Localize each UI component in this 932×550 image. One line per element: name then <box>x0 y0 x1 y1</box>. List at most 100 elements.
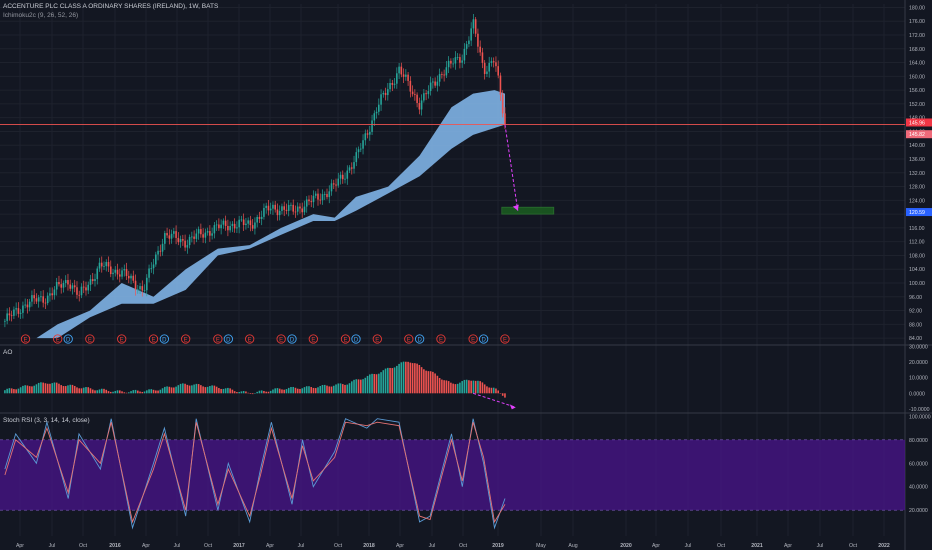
target-zone <box>501 206 555 215</box>
time-tick-label: May <box>536 543 546 549</box>
ao-bar <box>139 391 141 394</box>
dividend-marker-label: D <box>290 337 295 343</box>
ao-bar <box>405 361 407 394</box>
candle-body <box>366 133 369 135</box>
price-tick-label: 104.00 <box>909 267 925 273</box>
candle-body <box>240 219 243 221</box>
ao-bar <box>269 390 272 394</box>
ao-bar <box>459 382 461 394</box>
candle-body <box>409 80 412 92</box>
ao-bar <box>359 379 362 394</box>
ao-bar <box>19 387 22 394</box>
ao-bar <box>127 392 130 394</box>
ao-bar <box>387 367 389 394</box>
candle-body <box>285 209 288 211</box>
candle-body <box>256 217 258 223</box>
time-tick-label: Aug <box>568 543 577 549</box>
ao-bar <box>73 385 76 394</box>
candle-body <box>319 199 322 201</box>
ao-bar <box>425 370 427 394</box>
candle-body <box>251 225 254 229</box>
ao-bar <box>80 388 83 394</box>
ao-histogram <box>4 361 516 410</box>
ao-bar <box>229 388 231 394</box>
ao-bar <box>213 385 216 394</box>
ao-bar <box>465 379 468 394</box>
price-tick-label: 180.00 <box>909 5 925 11</box>
candle-body <box>211 233 213 236</box>
time-tick-label: 2020 <box>620 543 632 549</box>
time-tick-label: Apr <box>16 543 24 549</box>
earnings-marker-label: E <box>407 337 411 343</box>
price-tick-label: 156.00 <box>909 88 925 94</box>
earnings-marker <box>468 334 478 344</box>
earnings-marker-label: E <box>152 337 156 343</box>
candle-body <box>49 293 51 296</box>
ao-bar <box>454 384 457 394</box>
ao-bar <box>161 388 164 394</box>
candle-body <box>193 236 195 239</box>
price-tick-label: 128.00 <box>909 185 925 191</box>
ao-bar <box>242 390 245 394</box>
symbol-title: ACCENTURE PLC CLASS A ORDINARY SHARES (I… <box>3 3 219 10</box>
ao-bar <box>477 380 479 394</box>
ao-bar <box>184 383 186 394</box>
candle-body <box>134 280 137 290</box>
candle-body <box>384 92 387 96</box>
candle-body <box>103 266 105 267</box>
candle-body <box>157 250 159 255</box>
stoch-tick-label: 60.0000 <box>909 461 928 467</box>
candle-body <box>254 222 256 229</box>
ao-bar <box>100 388 103 394</box>
candle-body <box>91 279 94 282</box>
candle-body <box>382 92 385 95</box>
ao-bar <box>479 381 481 394</box>
ao-bar <box>380 372 382 394</box>
candle-body <box>441 74 443 75</box>
candle-body <box>159 250 162 252</box>
candle-body <box>490 61 493 63</box>
dividend-marker <box>478 334 489 344</box>
candle-body <box>60 284 63 288</box>
dividend-marker <box>63 334 73 344</box>
ao-bar <box>256 391 258 394</box>
candle-body <box>100 262 103 267</box>
candle-body <box>15 308 17 310</box>
ao-bar <box>267 391 270 394</box>
target-arrow <box>504 124 519 211</box>
ao-bar <box>222 388 225 394</box>
ao-bar <box>265 391 267 394</box>
candle-body <box>474 19 477 34</box>
earnings-marker-label: E <box>471 337 475 343</box>
ao-bar <box>215 386 218 394</box>
ao-bar <box>46 383 49 394</box>
candle-body <box>96 268 99 280</box>
price-tick-label: 84.00 <box>909 336 922 342</box>
ao-bar <box>247 392 249 394</box>
ao-bar <box>409 362 412 394</box>
candle-body <box>432 81 434 83</box>
earnings-marker-label: E <box>184 337 188 343</box>
ao-bar <box>188 385 191 394</box>
time-tick-label: Oct <box>849 543 858 549</box>
earnings-marker-label: E <box>56 337 60 343</box>
ao-bar <box>159 389 162 394</box>
candle-body <box>260 216 263 219</box>
ao-bar <box>13 389 15 394</box>
candle-body <box>317 193 319 200</box>
ao-bar <box>303 387 306 394</box>
ao-bar <box>339 383 342 394</box>
candle-body <box>450 60 452 64</box>
ao-bar <box>17 388 20 394</box>
candle-body <box>78 294 81 296</box>
ao-bar <box>166 386 168 394</box>
time-tick-label: Jul <box>298 543 305 549</box>
candle-body <box>89 279 92 285</box>
ao-bar <box>175 386 177 394</box>
candle-body <box>215 224 218 226</box>
candle-body <box>141 286 144 291</box>
ao-bar <box>60 385 63 394</box>
candle-body <box>344 178 346 180</box>
ichimoku-cloud <box>4 90 506 339</box>
